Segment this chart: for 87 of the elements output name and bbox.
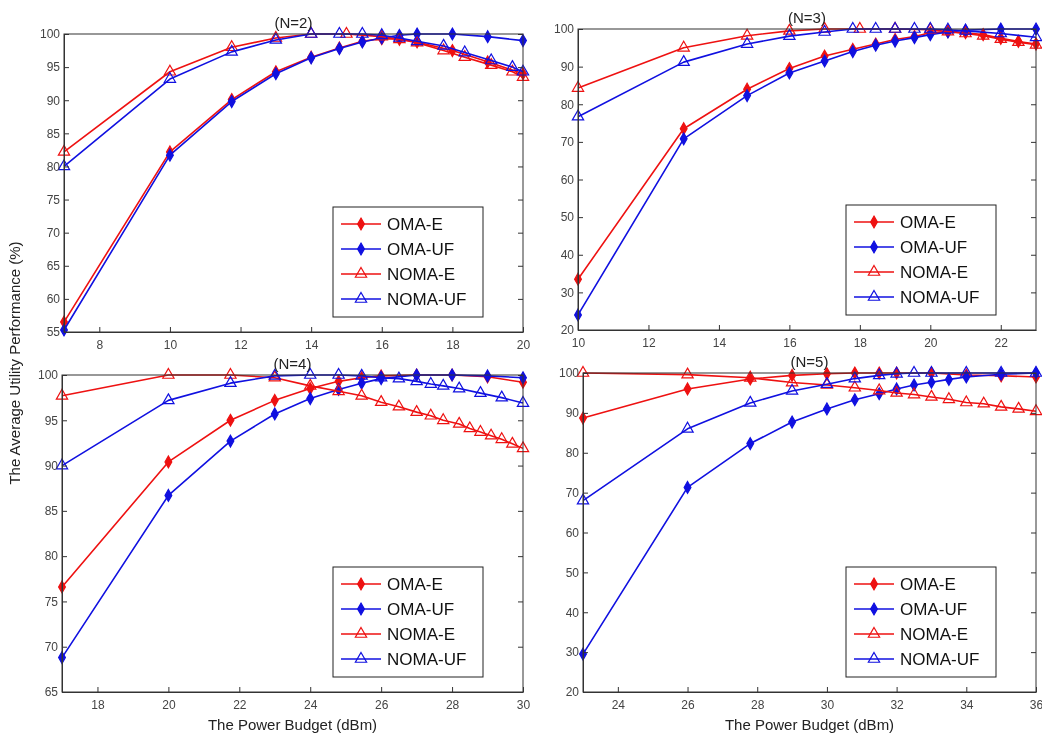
x-axis-title: The Power Budget (dBm) — [724, 716, 895, 733]
legend-label: NOMA-UF — [387, 650, 467, 669]
y-tick-label: 55 — [46, 325, 61, 340]
y-tick-label: 75 — [44, 594, 59, 609]
legend-label: OMA-UF — [387, 600, 455, 619]
legend-label: NOMA-E — [387, 625, 455, 644]
y-tick-label: 95 — [44, 413, 59, 428]
y-tick-label: 90 — [565, 406, 580, 421]
x-tick-label: 34 — [960, 697, 974, 712]
x-tick-label: 10 — [571, 335, 586, 350]
y-tick-label: 70 — [44, 640, 59, 655]
x-tick-label: 28 — [445, 697, 460, 712]
x-tick-label: 20 — [162, 697, 176, 712]
y-tick-label: 85 — [46, 126, 61, 141]
y-tick-label: 65 — [46, 259, 61, 274]
legend-label: OMA-UF — [900, 238, 968, 257]
x-tick-label: 12 — [234, 337, 249, 352]
y-axis-title: The Average Utility Performance (%) — [6, 241, 23, 485]
x-tick-label: 26 — [681, 697, 696, 712]
y-tick-label: 60 — [46, 292, 61, 307]
y-tick-label: 65 — [44, 685, 59, 700]
y-tick-label: 80 — [560, 97, 575, 112]
x-tick-label: 16 — [783, 335, 797, 350]
legend-label: NOMA-UF — [900, 650, 980, 669]
y-tick-label: 90 — [44, 458, 59, 473]
x-tick-label: 18 — [91, 697, 105, 712]
y-tick-label: 20 — [560, 323, 575, 338]
y-tick-label: 40 — [560, 248, 575, 263]
x-tick-label: 18 — [446, 337, 460, 352]
y-tick-label: 90 — [560, 59, 575, 74]
x-tick-label: 10 — [163, 337, 178, 352]
y-tick-label: 95 — [46, 60, 61, 75]
chart-title: (N=5) — [790, 353, 829, 370]
legend-label: OMA-E — [900, 575, 956, 594]
x-tick-label: 26 — [374, 697, 389, 712]
x-tick-label: 30 — [820, 697, 835, 712]
x-tick-label: 16 — [375, 337, 390, 352]
y-tick-label: 70 — [565, 485, 580, 500]
y-tick-label: 60 — [560, 172, 575, 187]
legend-label: OMA-E — [387, 575, 443, 594]
x-tick-label: 30 — [516, 697, 531, 712]
legend-label: OMA-UF — [387, 240, 455, 259]
y-tick-label: 100 — [37, 368, 59, 383]
y-tick-label: 100 — [39, 27, 61, 42]
legend-label: OMA-UF — [900, 600, 968, 619]
y-tick-label: 60 — [565, 525, 580, 540]
legend-label: NOMA-UF — [900, 288, 980, 307]
y-tick-label: 80 — [44, 549, 59, 564]
chart-title: (N=3) — [788, 9, 826, 26]
x-tick-label: 8 — [96, 337, 104, 352]
legend-label: OMA-E — [387, 215, 443, 234]
legend-label: NOMA-E — [900, 263, 968, 282]
x-tick-label: 22 — [994, 335, 1009, 350]
x-tick-label: 24 — [611, 697, 626, 712]
y-tick-label: 85 — [44, 504, 59, 519]
x-tick-label: 24 — [304, 697, 318, 712]
x-tick-label: 20 — [924, 335, 938, 350]
x-tick-label: 28 — [751, 697, 765, 712]
y-tick-label: 50 — [560, 210, 575, 225]
y-tick-label: 80 — [565, 446, 580, 461]
y-tick-label: 100 — [553, 22, 575, 37]
x-tick-label: 18 — [853, 335, 868, 350]
x-tick-label: 22 — [233, 697, 247, 712]
y-tick-label: 90 — [46, 93, 61, 108]
y-tick-label: 80 — [46, 159, 61, 174]
x-tick-label: 14 — [712, 335, 727, 350]
x-tick-label: 12 — [642, 335, 656, 350]
chart-title: (N=4) — [273, 355, 312, 372]
y-tick-label: 100 — [558, 366, 580, 381]
legend-label: NOMA-E — [387, 265, 455, 284]
legend-label: NOMA-E — [900, 625, 968, 644]
chart-title: (N=2) — [274, 14, 313, 31]
x-tick-label: 14 — [304, 337, 319, 352]
y-tick-label: 70 — [560, 135, 575, 150]
y-tick-label: 50 — [565, 565, 580, 580]
x-tick-label: 36 — [1029, 697, 1042, 712]
y-tick-label: 70 — [46, 226, 61, 241]
y-tick-label: 40 — [565, 605, 580, 620]
legend-label: NOMA-UF — [387, 290, 467, 309]
y-tick-label: 30 — [565, 645, 580, 660]
y-tick-label: 75 — [46, 192, 61, 207]
y-tick-label: 30 — [560, 285, 575, 300]
legend-label: OMA-E — [900, 213, 956, 232]
y-tick-label: 20 — [565, 685, 580, 700]
x-tick-label: 32 — [890, 697, 905, 712]
x-axis-title: The Power Budget (dBm) — [207, 716, 378, 733]
x-tick-label: 20 — [516, 337, 531, 352]
